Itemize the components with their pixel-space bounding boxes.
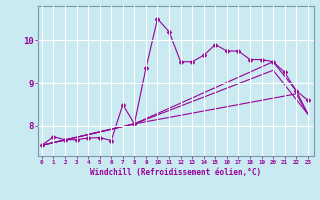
X-axis label: Windchill (Refroidissement éolien,°C): Windchill (Refroidissement éolien,°C) bbox=[91, 168, 261, 177]
